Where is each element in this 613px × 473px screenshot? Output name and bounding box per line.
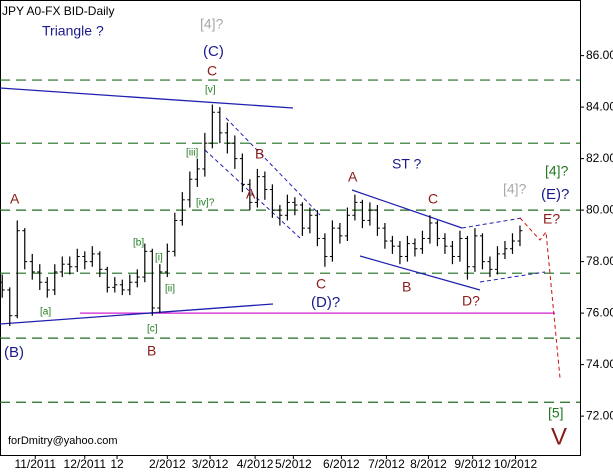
x-tick-label: 2/2012 (149, 457, 186, 471)
x-tick-label: 6/2012 (323, 457, 360, 471)
x-tick-label: 12 (110, 457, 124, 471)
footer: forDmitry@yahoo.com (8, 435, 118, 447)
x-tick-label: 10/2012 (494, 457, 538, 471)
wave-label: [4]? (200, 16, 224, 32)
x-tick-label: 3/2012 (192, 457, 229, 471)
st-lower (359, 255, 481, 291)
wave-label: [v] (205, 85, 216, 96)
wave-label: C (207, 63, 217, 79)
forecast-path (519, 217, 561, 379)
y-tick-label: 80.00 (586, 202, 613, 216)
y-tick-label: 86.00 (586, 48, 613, 62)
wave-label: [i] (155, 253, 163, 264)
wave-label: [ii] (165, 284, 175, 295)
st-dashed (461, 217, 523, 229)
wave-label: (B) (4, 344, 24, 361)
wave-label: (C) (203, 43, 224, 60)
y-tick-label: 76.00 (586, 305, 613, 319)
plot-frame (0, 0, 581, 456)
wave-label: B (255, 146, 264, 162)
wave-label: Triangle ? (42, 23, 104, 39)
x-tick-label: 8/2012 (410, 457, 447, 471)
wave-label: A (246, 186, 256, 202)
x-tick-label: 12/2011 (64, 457, 107, 471)
channel-dashed (204, 149, 301, 239)
wave-label: (D)? (311, 294, 340, 311)
wave-label: ST ? (392, 156, 422, 172)
wave-label: (E)? (541, 186, 569, 203)
wave-label: E? (543, 211, 560, 227)
wave-label: [a] (40, 307, 51, 318)
wave-label: A (348, 169, 358, 185)
st-dashed (479, 271, 546, 283)
y-tick-label: 74.00 (586, 357, 613, 371)
wave-label: [4]? (545, 163, 569, 179)
wave-label: [c] (147, 324, 158, 335)
triangle-upper (0, 87, 294, 109)
wave-label: V (551, 423, 567, 450)
wave-label: B (402, 279, 411, 295)
wave-lines (0, 87, 561, 379)
x-tick-label: 9/2012 (454, 457, 491, 471)
triangle-lower (0, 303, 274, 325)
wave-label: D? (462, 293, 480, 309)
chart-title: JPY A0-FX BID-Daily (2, 4, 114, 18)
x-tick-label: 5/2012 (275, 457, 312, 471)
x-tick-label: 7/2012 (368, 457, 405, 471)
y-tick-label: 78.00 (586, 254, 613, 268)
wave-label: C (316, 276, 326, 292)
wave-label: [b] (133, 238, 144, 249)
st-upper (351, 189, 463, 229)
wave-label: [4]? (503, 181, 527, 197)
y-tick-label: 82.00 (586, 151, 613, 165)
y-tick-label: 72.00 (586, 408, 613, 422)
wave-label: [5] (548, 405, 564, 421)
wave-label: B (147, 343, 156, 359)
y-tick-label: 84.00 (586, 99, 613, 113)
wave-label: C (428, 191, 438, 207)
x-tick-label: 4/2012 (237, 457, 274, 471)
x-tick-label: 11/2011 (14, 457, 56, 471)
wave-label: [iii] (186, 148, 198, 159)
channel-dashed (225, 117, 321, 216)
wave-label: [iv]? (196, 198, 215, 209)
wave-label: A (10, 191, 20, 207)
